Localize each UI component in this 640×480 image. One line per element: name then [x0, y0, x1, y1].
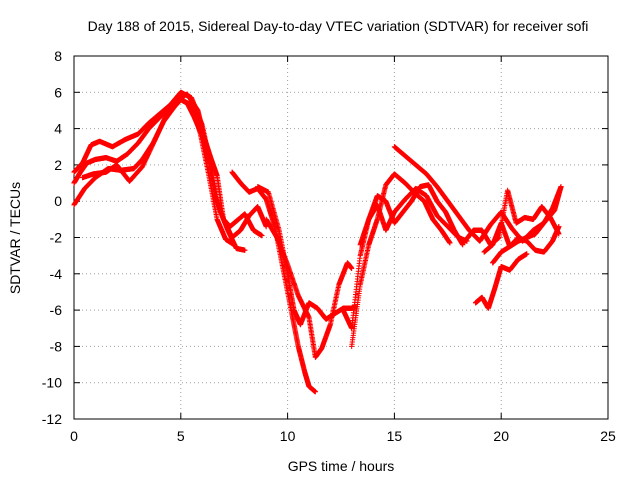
y-tick-label: 6: [54, 84, 62, 100]
x-tick-label: 25: [600, 428, 616, 444]
y-tick-label: -2: [50, 230, 63, 246]
y-tick-label: -6: [50, 302, 63, 318]
x-tick-label: 0: [70, 428, 78, 444]
data-point: [231, 242, 237, 248]
y-tick-label: 8: [54, 48, 62, 64]
x-tick-labels: 0 5 10 15 20 25: [70, 428, 616, 444]
y-tick-label: -10: [42, 375, 62, 391]
y-tick-labels: -12 -10 -8 -6 -4 -2 0 2 4 6 8: [42, 48, 62, 427]
x-tick-label: 15: [387, 428, 403, 444]
chart-title: Day 188 of 2015, Sidereal Day-to-day VTE…: [88, 18, 589, 34]
series-track-7: [263, 216, 355, 360]
x-tick-label: 5: [177, 428, 185, 444]
y-tick-label: 0: [54, 193, 62, 209]
data-point: [242, 247, 248, 253]
y-axis-title: SDTVAR / TECUs: [7, 182, 23, 294]
x-axis-title: GPS time / hours: [288, 458, 395, 474]
series-track-4: [79, 91, 269, 241]
series-layer: [71, 89, 564, 395]
y-tick-label: 4: [54, 121, 62, 137]
y-tick-label: 2: [54, 157, 62, 173]
axis-ticks: [73, 55, 609, 420]
y-tick-label: -8: [50, 338, 63, 354]
data-point: [259, 233, 265, 239]
y-tick-label: -12: [42, 411, 62, 427]
series-track-6: [255, 184, 359, 328]
x-tick-label: 20: [493, 428, 509, 444]
x-tick-label: 10: [280, 428, 296, 444]
y-tick-label: -4: [50, 266, 63, 282]
